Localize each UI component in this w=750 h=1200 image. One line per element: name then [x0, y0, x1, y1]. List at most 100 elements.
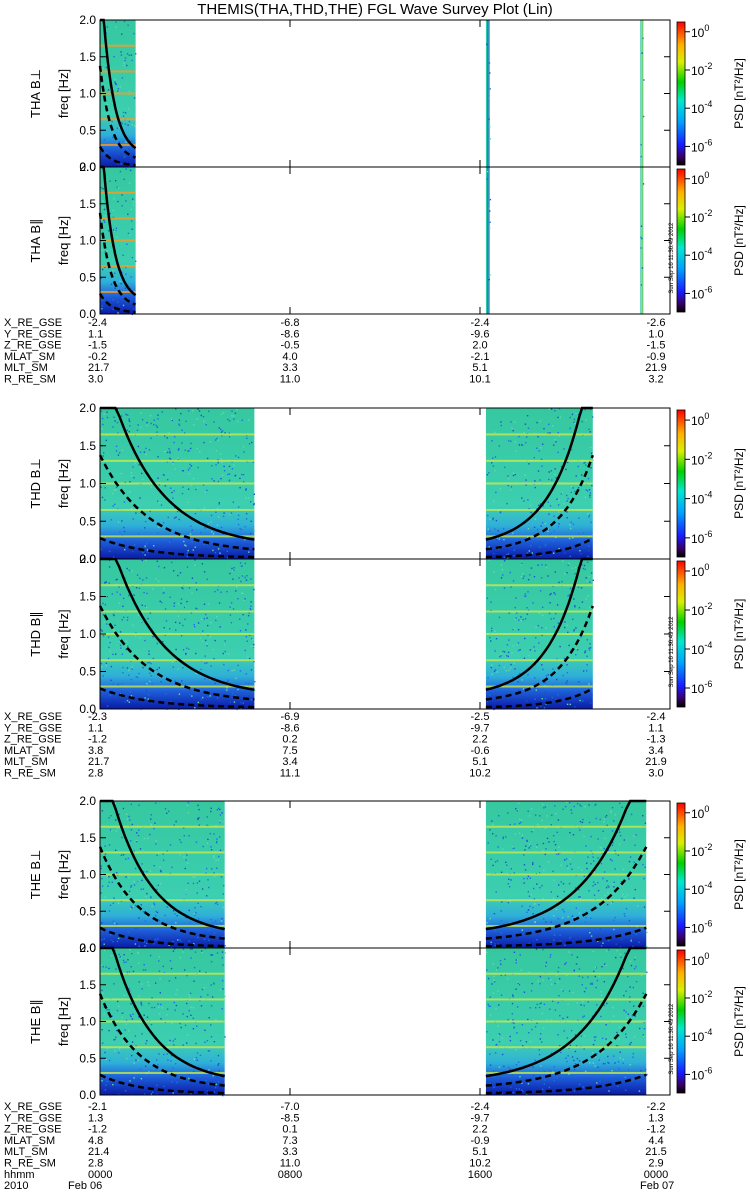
spectrogram-pixel [128, 674, 130, 676]
spectrogram-pixel [239, 670, 242, 672]
spectrogram-pixel [538, 1049, 540, 1051]
spectrogram-pixel [629, 1064, 631, 1066]
spectrogram-pixel [205, 971, 207, 974]
spectrogram-pixel [208, 886, 210, 889]
spectrogram-pixel [553, 444, 555, 446]
spectrogram-pixel [521, 929, 523, 931]
spectrogram-pixel [534, 814, 537, 816]
spectrogram-pixel [510, 879, 512, 881]
spectrogram-pixel [539, 815, 541, 817]
spectrogram-pixel [135, 1059, 137, 1061]
spectrogram-pixel [182, 948, 185, 950]
spectrogram-pixel [130, 471, 133, 474]
spectrogram-pixel [500, 910, 502, 912]
spectrogram-pixel [514, 668, 516, 670]
ephemeris-value: -0.9 [647, 351, 666, 363]
spectrogram-pixel [202, 630, 204, 632]
spectrogram-pixel [115, 229, 117, 232]
spectrogram-pixel [545, 921, 547, 923]
spectrogram-pixel [588, 647, 590, 649]
spectrogram-pixel [500, 577, 503, 579]
spectrogram-pixel [123, 64, 125, 67]
spectrogram-pixel [642, 992, 644, 994]
timestamp-stamp: Sun Sep 16 11:36:49 2012 [669, 616, 675, 688]
spectrogram-pixel [540, 525, 542, 527]
spectrogram-pixel [214, 932, 216, 934]
spectrogram-pixel [547, 674, 549, 676]
spectrogram-pixel [134, 943, 137, 945]
spectrogram-pixel [519, 1040, 522, 1042]
spectrogram-pixel [188, 410, 190, 412]
spectrogram-pixel [514, 421, 516, 423]
spectrogram-pixel [203, 618, 205, 620]
spectrogram-pixel [227, 679, 230, 681]
spectrogram-pixel [555, 974, 558, 977]
spectrogram-pixel [554, 438, 556, 441]
spectrogram-pixel [534, 921, 536, 923]
spectrogram-pixel [530, 845, 532, 847]
spectrogram-pixel [248, 419, 250, 421]
spectrogram-pixel [521, 1082, 523, 1084]
spectrogram-pixel [550, 978, 552, 981]
spectrogram-pixel [517, 681, 519, 683]
spectrogram-pixel [489, 636, 491, 639]
spectrogram-pixel [564, 859, 566, 861]
spectrogram-pixel [102, 1042, 104, 1044]
spectrogram-pixel [544, 681, 546, 684]
spectrogram-pixel [157, 1064, 159, 1066]
colorbar-label: PSD [nT²/Hz] [732, 839, 746, 910]
spectrogram-pixel [137, 1059, 139, 1061]
spectrogram-pixel [196, 418, 199, 420]
spectrogram-pixel [147, 981, 149, 983]
spectrogram-pixel [145, 606, 148, 609]
spectrogram-pixel [539, 1038, 541, 1040]
spectrogram-pixel [168, 432, 170, 434]
spectrogram-pixel [558, 695, 560, 697]
spectrogram-pixel [125, 1023, 127, 1025]
spectrogram-pixel [189, 922, 191, 924]
spectrogram-pixel [539, 1003, 541, 1005]
spectrogram-pixel [145, 689, 148, 691]
spectrogram-pixel [103, 943, 105, 945]
spectrogram-pixel [173, 910, 175, 912]
spectrogram-pixel [102, 602, 104, 605]
spectrogram-pixel [110, 829, 112, 831]
spectrogram-pixel [513, 662, 515, 664]
spectrogram-pixel [575, 907, 577, 909]
colorbar-ramp [676, 168, 686, 313]
spectrogram-pixel [583, 1048, 585, 1050]
spectrogram-pixel [526, 607, 528, 609]
spectrogram-pixel [159, 882, 162, 885]
spectrogram-pixel [236, 409, 238, 411]
spectrogram-pixel [245, 488, 247, 490]
spectrogram-pixel [584, 805, 586, 808]
spectrogram-pixel [192, 477, 195, 480]
spectrogram-pixel [224, 995, 226, 998]
spectrogram-pixel [116, 408, 119, 410]
spectrogram-pixel [523, 864, 526, 866]
spectrogram-pixel [106, 875, 108, 878]
spectrogram-pixel [558, 995, 560, 997]
spectrogram-pixel [228, 432, 230, 434]
ephemeris-label: X_RE_GSE [4, 1101, 62, 1113]
spectrogram-pixel [129, 490, 131, 493]
spectrogram-pixel [548, 1086, 550, 1089]
spectrogram-pixel [506, 644, 509, 646]
time-axis-label: hhmm [4, 1169, 35, 1181]
spectrogram-pixel [186, 1042, 188, 1044]
spectrogram-pixel [149, 612, 152, 614]
harmonic-band [100, 659, 255, 662]
spectrogram-pixel [133, 884, 136, 886]
spectrogram-pixel [642, 164, 644, 166]
y-tick-label: 2.0 [79, 401, 96, 415]
spectrogram-pixel [229, 622, 232, 625]
spectrogram-pixel [586, 867, 588, 870]
spectrogram-pixel [158, 956, 161, 958]
spectrogram-pixel [579, 804, 581, 806]
spectrogram-pixel [571, 954, 573, 956]
spectrogram-pixel [241, 565, 243, 567]
spectrogram-pixel [222, 412, 225, 414]
spectrogram-pixel [138, 995, 140, 997]
spectrogram-pixel [589, 617, 591, 619]
spectrogram-pixel [195, 607, 197, 609]
